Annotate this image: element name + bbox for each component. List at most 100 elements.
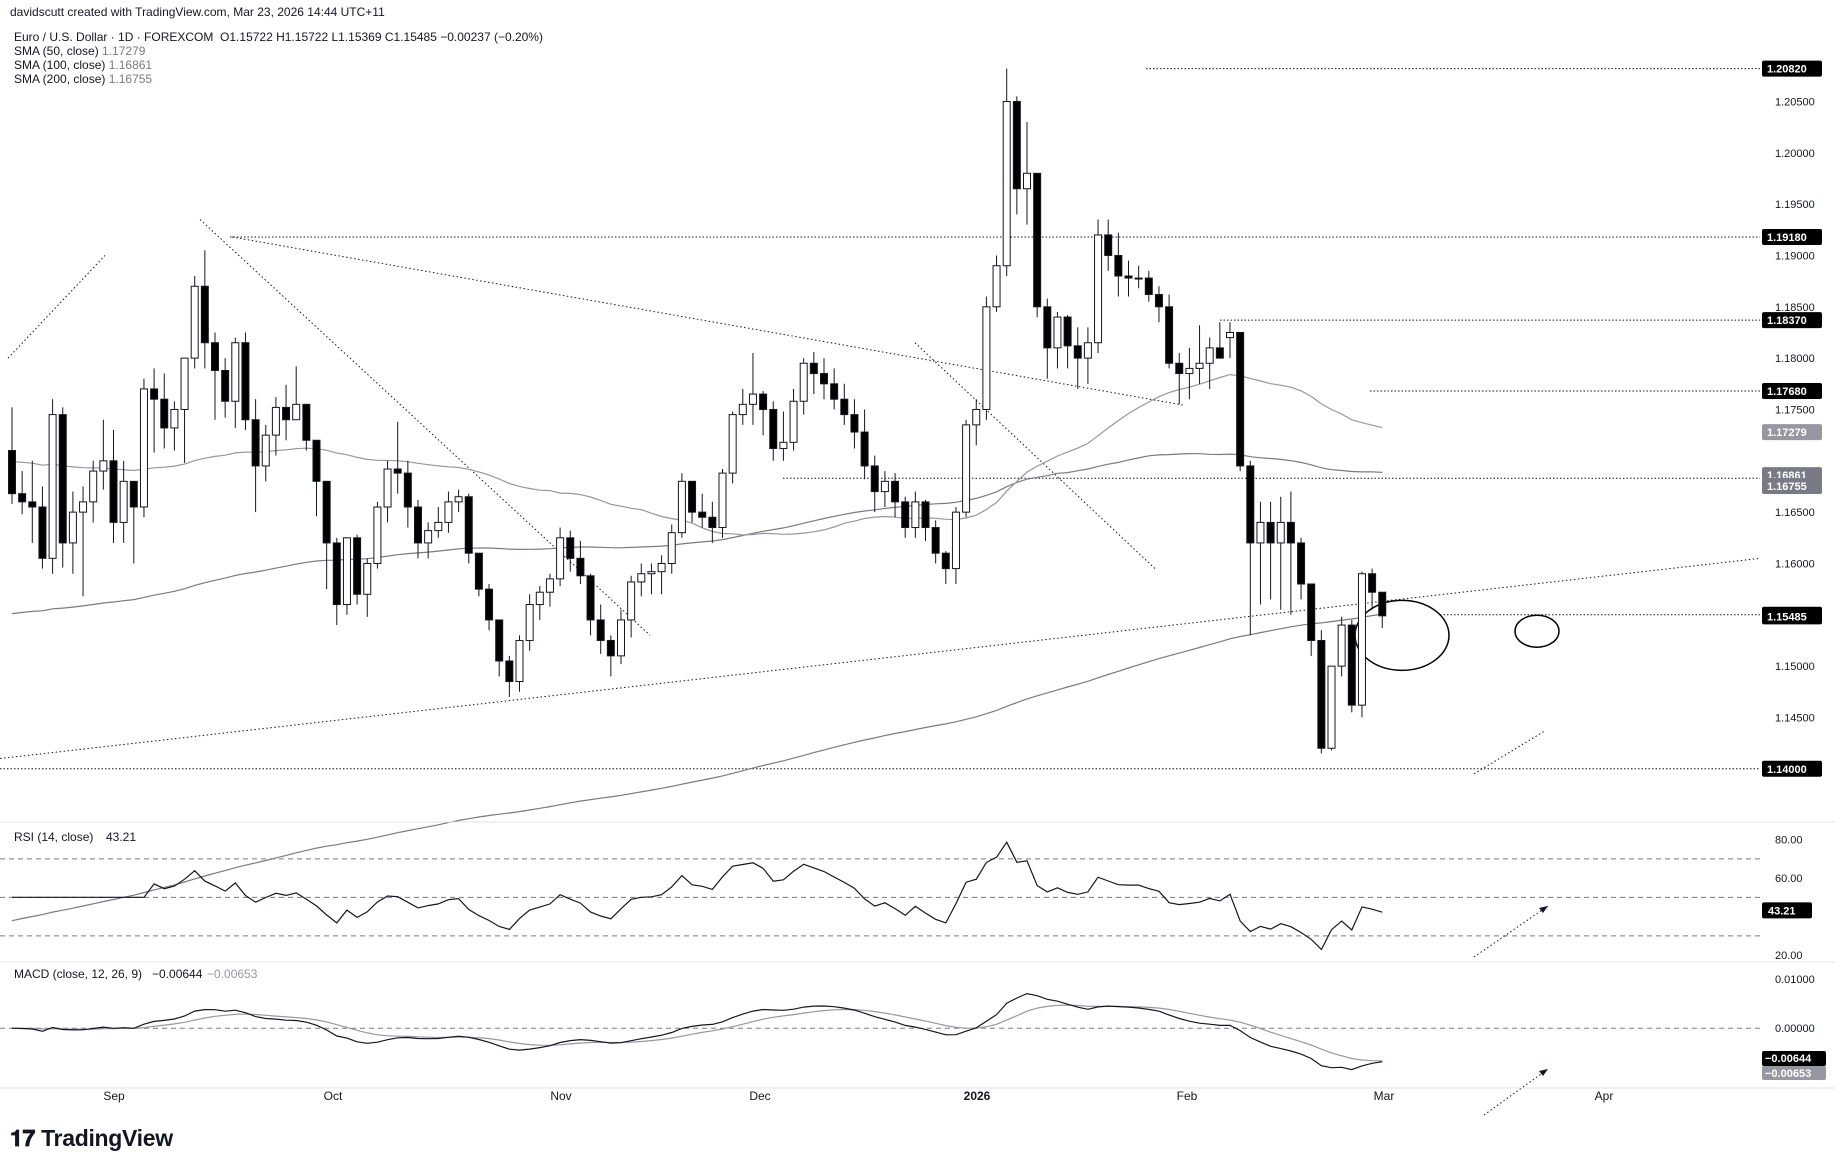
candle-body <box>941 552 950 570</box>
sma50-line <box>11 373 1383 536</box>
candle-body <box>58 414 67 544</box>
rsi-tick-label: 20.00 <box>1775 950 1803 962</box>
candle-body <box>414 506 422 544</box>
rsi-line <box>12 841 1383 951</box>
sma100-value: 1.16861 <box>108 58 153 72</box>
arrow-head-icon <box>1539 1069 1548 1076</box>
rsi-value: 43.21 <box>106 830 136 844</box>
sma200-value: 1.16755 <box>108 72 153 86</box>
candle-body <box>38 506 47 559</box>
rsi-badge-bg <box>1762 902 1812 919</box>
candle-body <box>718 472 727 529</box>
tradingview-logo[interactable]: 𝟏𝟕 TradingView <box>10 1125 173 1152</box>
candle-body <box>200 285 209 344</box>
candle-body <box>647 571 656 575</box>
candle-body <box>68 511 77 544</box>
macd-tick-label: 0.01000 <box>1775 974 1815 986</box>
candle-body <box>221 369 230 402</box>
candle-body <box>931 527 940 554</box>
rsi-pane <box>0 841 1760 958</box>
level-badge-bg <box>1762 760 1822 777</box>
candle-body <box>48 414 57 559</box>
candle-body <box>211 342 219 371</box>
candle-body <box>1154 293 1163 308</box>
candle-body <box>850 414 859 433</box>
time-tick-label: Feb <box>1177 1089 1198 1103</box>
candle-body <box>951 511 960 570</box>
tradingview-logo-icon: 𝟏𝟕 <box>10 1125 35 1151</box>
sma200-legend[interactable]: SMA (200, close) 1.16755 <box>14 72 152 86</box>
candle-body <box>779 441 788 449</box>
candle-body <box>464 496 473 554</box>
rsi-badge: 43.21 <box>1768 905 1796 917</box>
candle-body <box>383 468 392 508</box>
level-badge: 1.17680 <box>1767 386 1807 398</box>
candle-body <box>799 362 808 402</box>
price-tick-label: 1.17500 <box>1775 404 1815 416</box>
candle-body <box>363 562 372 595</box>
axes: 1.20500 1.20000 1.19500 1.19000 1.18500 1.180… <box>0 60 1835 1103</box>
sma50-badge-bg <box>1762 424 1822 441</box>
level-badge-bg <box>1762 60 1822 77</box>
price-tick-label: 1.15000 <box>1775 661 1815 673</box>
candle-body <box>109 460 118 523</box>
macd-value: −0.00644 <box>152 967 203 981</box>
candle-body <box>972 408 981 426</box>
candle-body <box>576 557 585 577</box>
candle-body <box>545 578 554 593</box>
price-tick-label: 1.19500 <box>1775 199 1815 211</box>
sma100-line <box>11 452 1383 615</box>
level-badge-bg <box>1762 228 1822 245</box>
level-badge: 1.15485 <box>1767 611 1807 623</box>
sma200-label: SMA (200, close) <box>14 72 106 86</box>
candle-body <box>454 496 463 503</box>
macd-signal-line <box>11 1004 1383 1062</box>
sma50-badge: 1.17279 <box>1767 427 1807 439</box>
sma50-value: 1.17279 <box>102 44 146 58</box>
sma100-legend[interactable]: SMA (100, close) 1.16861 <box>14 58 152 72</box>
candle-body <box>241 342 250 421</box>
candle-body <box>515 639 524 683</box>
macd-pane <box>0 992 1760 1116</box>
candle-body <box>1144 277 1153 295</box>
candle-body <box>1286 521 1295 544</box>
candle-body <box>1307 583 1316 641</box>
candle-body <box>748 393 757 405</box>
candle-body <box>789 400 798 443</box>
candle-body <box>312 439 321 482</box>
price-tick-label: 1.18000 <box>1775 353 1815 365</box>
candle-body <box>353 537 362 595</box>
candle-body <box>322 480 331 544</box>
symbol-legend: Euro / U.S. Dollar · 1D · FOREXCOM O1.15… <box>14 30 543 44</box>
candle-body <box>8 450 16 495</box>
candle-body <box>566 537 575 559</box>
sma50-legend[interactable]: SMA (50, close) 1.17279 <box>14 44 145 58</box>
sma200-badge-bg <box>1762 477 1822 494</box>
candle-body <box>809 362 818 375</box>
time-tick-label: Nov <box>550 1089 571 1103</box>
candle-body <box>1002 100 1011 267</box>
symbol-title[interactable]: Euro / U.S. Dollar · 1D · FOREXCOM <box>14 30 214 44</box>
candle-body <box>1043 306 1052 349</box>
trend-line <box>914 342 1156 569</box>
macd-badge: −0.00644 <box>1765 1053 1812 1065</box>
macd-badge-bg <box>1762 1050 1826 1066</box>
candle-body <box>1053 316 1062 349</box>
logo-text: TradingView <box>41 1125 173 1151</box>
candle-body <box>535 591 544 606</box>
candle-body <box>150 388 159 400</box>
macd-signal-badge: −0.00653 <box>1765 1068 1811 1080</box>
candle-body <box>1215 347 1224 359</box>
candle-body <box>1134 277 1143 280</box>
candle-body <box>982 306 991 410</box>
candle-body <box>1073 345 1082 359</box>
trend-line <box>7 255 106 359</box>
sma200-badge: 1.16755 <box>1767 481 1807 493</box>
candle-body <box>292 403 301 421</box>
macd-signal-badge-bg <box>1762 1065 1826 1080</box>
macd-divergence-arrow <box>1483 1068 1549 1116</box>
candle-body <box>698 511 707 518</box>
circle-annotation <box>1354 599 1450 672</box>
candle-body <box>271 406 280 436</box>
